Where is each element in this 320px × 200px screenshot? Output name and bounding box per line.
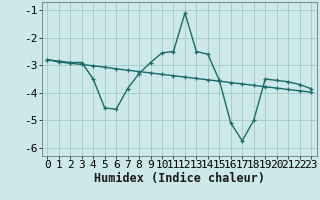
X-axis label: Humidex (Indice chaleur): Humidex (Indice chaleur) bbox=[94, 172, 265, 185]
